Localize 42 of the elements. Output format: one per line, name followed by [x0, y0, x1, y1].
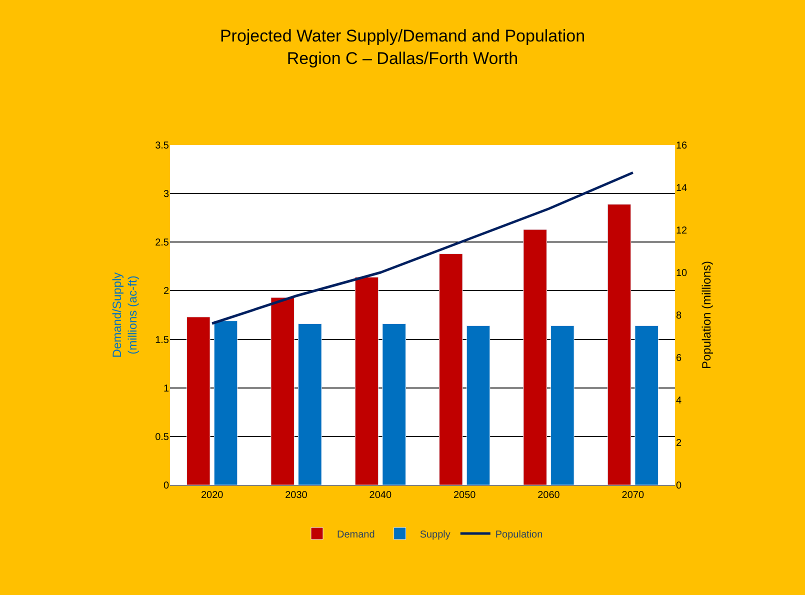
bar [523, 229, 547, 485]
x-tick-label: 2030 [285, 490, 308, 501]
bar [607, 204, 632, 485]
y-axis-title: Demand/Supply (millions (ac-ft) [110, 272, 140, 358]
y2-tick-label: 4 [676, 396, 682, 406]
y-tick-label: 1 [163, 383, 170, 394]
line-series [210, 171, 634, 325]
y2-tick-label: 12 [676, 226, 688, 236]
y2-tick-label: 6 [676, 353, 682, 364]
bar [270, 297, 294, 485]
y2-axis-title: Population (millions) [699, 260, 714, 370]
x-tick-label: 2040 [369, 490, 392, 501]
bar [466, 325, 490, 485]
y-tick-label: 0.5 [155, 432, 170, 443]
y2-tick-label: 8 [676, 310, 682, 322]
y-tick-label: 2.5 [155, 238, 170, 249]
y-tick-label: 2 [163, 286, 170, 298]
y-tick-label: 1.5 [155, 334, 170, 346]
bar [186, 316, 210, 485]
bar [214, 320, 238, 485]
bar [298, 323, 322, 485]
y2-tick-label: 14 [676, 183, 688, 194]
y-tick-label: 0 [163, 480, 170, 492]
y2-tick-label: 16 [676, 140, 688, 152]
x-tick-label: 2020 [200, 490, 224, 501]
legend-label: Demand [337, 529, 375, 540]
y2-tick-label: 10 [676, 268, 688, 279]
bar [550, 325, 574, 485]
chart-title: Projected Water Supply/Demand and Population Region C – Dallas/Forth Worth [220, 26, 586, 68]
legend-label: Population [495, 529, 543, 540]
bar [382, 323, 406, 485]
x-tick-label: 2050 [453, 490, 476, 501]
y2-tick-label: 0 [676, 480, 682, 492]
x-tick-label: 2060 [538, 490, 560, 501]
x-tick-label: 2070 [622, 490, 644, 501]
y-tick-label: 3 [163, 189, 170, 200]
legend-label: Supply [420, 529, 450, 540]
bar [354, 276, 379, 485]
y2-tick-label: 2 [676, 438, 682, 449]
bar [634, 325, 658, 485]
bar [439, 254, 463, 485]
y-tick-label: 3.5 [155, 140, 170, 152]
